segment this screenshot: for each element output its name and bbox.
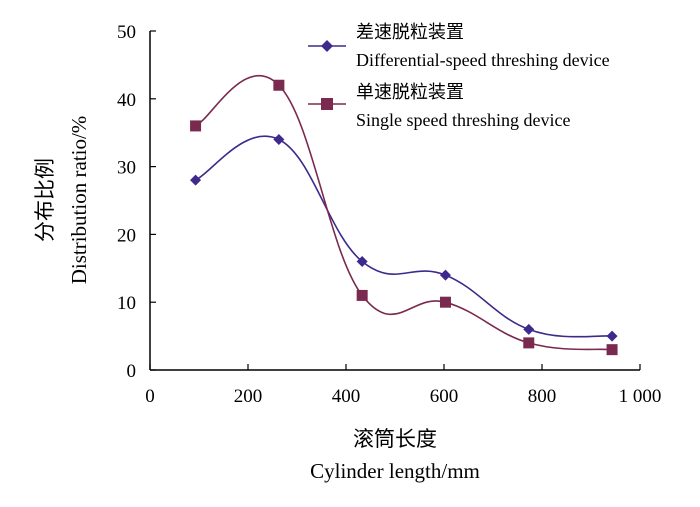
data-point-square [273, 79, 285, 91]
x-tick-label: 600 [430, 386, 459, 407]
x-axis-title-en: Cylinder length/mm [310, 459, 480, 483]
y-ticks: 0 10 20 30 40 50 [117, 22, 156, 382]
legend-marker-diamond [321, 40, 333, 52]
data-point-square [356, 289, 368, 301]
x-tick-label: 1 000 [619, 386, 662, 407]
legend-label-single-en: Single speed threshing device [356, 110, 570, 130]
y-axis-title-cn: 分布比例 [33, 158, 57, 242]
x-tick-label: 800 [528, 386, 557, 407]
y-tick-label: 30 [117, 158, 136, 179]
x-tick-label: 0 [145, 386, 155, 407]
y-axis-title-en: Distribution ratio/% [67, 116, 91, 285]
data-point-square [606, 344, 618, 356]
data-point-square [523, 337, 535, 349]
legend-label-differential-cn: 差速脱粒装置 [356, 22, 464, 42]
data-point-square [439, 296, 451, 308]
series-layer [190, 75, 618, 356]
legend-entry-single: 单速脱粒装置 Single speed threshing device [308, 82, 570, 130]
legend-entry-differential: 差速脱粒装置 Differential-speed threshing devi… [308, 22, 610, 70]
legend-label-differential-en: Differential-speed threshing device [356, 50, 610, 70]
x-tick-label: 400 [332, 386, 361, 407]
data-point-diamond [606, 330, 618, 342]
data-point-diamond [356, 256, 368, 268]
data-point-diamond [273, 133, 285, 145]
y-tick-label: 40 [117, 90, 136, 111]
y-tick-label: 0 [127, 361, 137, 382]
y-tick-label: 50 [117, 22, 136, 43]
axes [149, 31, 640, 371]
data-point-diamond [190, 174, 202, 186]
x-ticks: 0 200 400 600 800 1 000 [145, 364, 661, 407]
series-line-0 [195, 135, 613, 338]
legend-label-single-cn: 单速脱粒装置 [356, 82, 464, 102]
data-point-diamond [439, 269, 451, 281]
legend: 差速脱粒装置 Differential-speed threshing devi… [308, 22, 610, 130]
y-tick-label: 20 [117, 225, 136, 246]
data-point-square [190, 120, 202, 132]
x-tick-label: 200 [234, 386, 263, 407]
legend-marker-square [321, 98, 333, 110]
y-tick-label: 10 [117, 293, 136, 314]
x-axis-title-cn: 滚筒长度 [353, 427, 437, 451]
data-point-diamond [523, 323, 535, 335]
